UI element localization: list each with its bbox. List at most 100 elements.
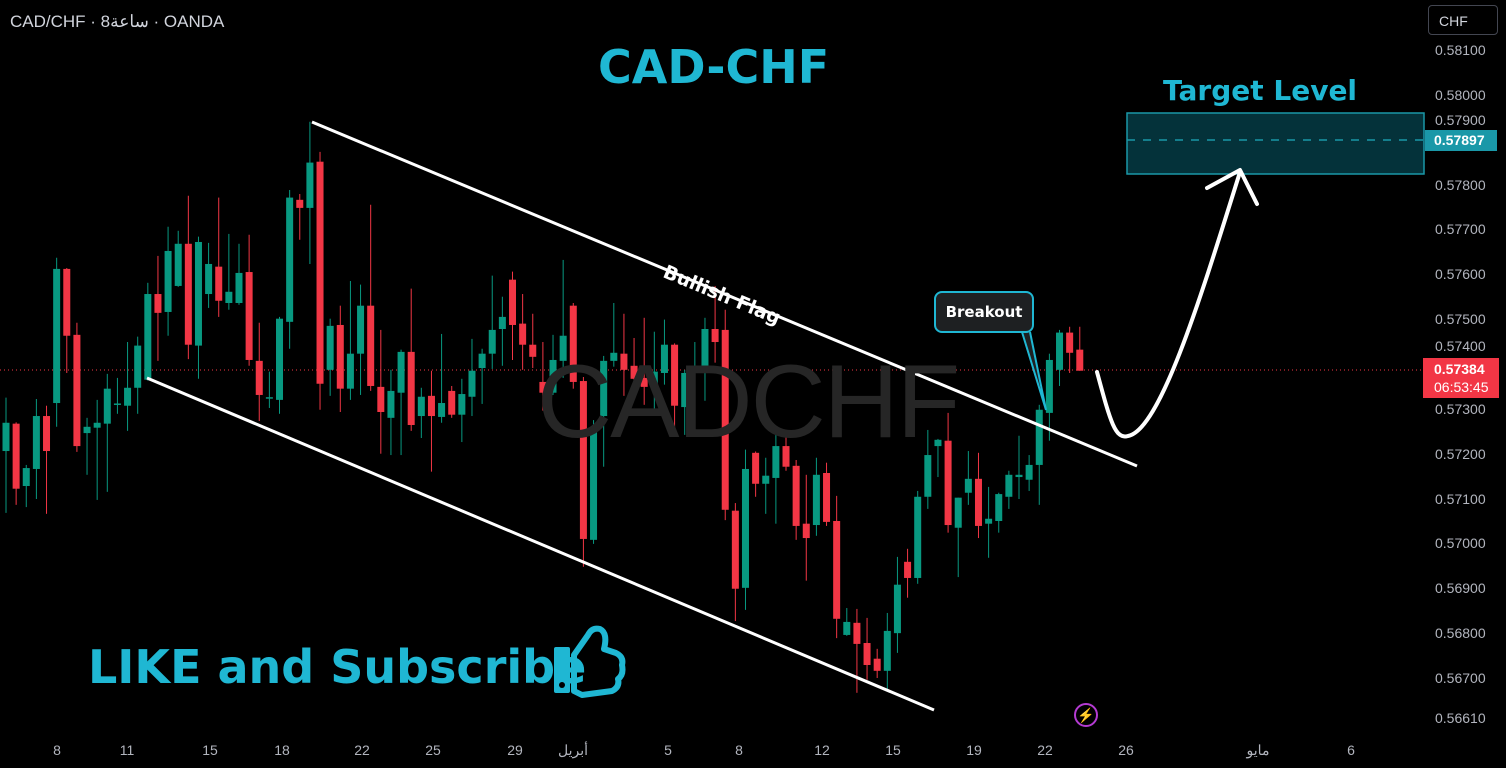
candle-bearish[interactable] xyxy=(579,381,587,539)
candle-bullish[interactable] xyxy=(32,416,40,469)
currency-button[interactable]: CHF xyxy=(1428,5,1498,35)
candle-bullish[interactable] xyxy=(194,241,202,346)
candle-bullish[interactable] xyxy=(660,344,668,373)
projection-arrow[interactable] xyxy=(1095,170,1242,439)
candle-bearish[interactable] xyxy=(1076,349,1084,371)
candle-bearish[interactable] xyxy=(529,344,537,357)
candle-bearish[interactable] xyxy=(620,353,628,370)
candle-bullish[interactable] xyxy=(995,494,1003,521)
candle-bullish[interactable] xyxy=(174,243,182,286)
candle-bearish[interactable] xyxy=(43,416,51,452)
symbol-header[interactable]: CAD/CHF · 8ساعة · OANDA xyxy=(10,12,225,31)
lightning-icon[interactable]: ⚡ xyxy=(1074,703,1098,727)
candle-bullish[interactable] xyxy=(843,621,851,635)
candle-bearish[interactable] xyxy=(255,360,263,395)
candle-bullish[interactable] xyxy=(265,397,273,399)
candle-bearish[interactable] xyxy=(215,266,223,301)
candle-bullish[interactable] xyxy=(2,422,10,452)
candle-bullish[interactable] xyxy=(235,272,243,303)
candle-bullish[interactable] xyxy=(1045,359,1053,413)
candle-bullish[interactable] xyxy=(134,345,142,388)
target-zone[interactable] xyxy=(1126,112,1425,175)
candle-bullish[interactable] xyxy=(741,468,749,588)
candle-bullish[interactable] xyxy=(306,162,314,208)
candle-bearish[interactable] xyxy=(154,294,162,313)
candle-bullish[interactable] xyxy=(124,387,132,406)
candle-bullish[interactable] xyxy=(417,396,425,417)
candle-bearish[interactable] xyxy=(792,465,800,526)
candle-bullish[interactable] xyxy=(164,250,172,312)
candle-bullish[interactable] xyxy=(610,352,618,361)
breakout-callout[interactable]: Breakout xyxy=(934,291,1034,333)
flag-upper-trendline[interactable] xyxy=(311,120,1138,468)
candle-bullish[interactable] xyxy=(924,455,932,497)
candle-bearish[interactable] xyxy=(752,452,760,484)
candle-bullish[interactable] xyxy=(438,403,446,417)
candle-bearish[interactable] xyxy=(296,199,304,208)
candle-bullish[interactable] xyxy=(772,446,780,478)
candle-bullish[interactable] xyxy=(1035,409,1043,465)
candle-bearish[interactable] xyxy=(519,323,527,345)
candle-bullish[interactable] xyxy=(83,426,91,434)
candle-bullish[interactable] xyxy=(934,439,942,447)
candle-bullish[interactable] xyxy=(691,368,699,370)
candle-bullish[interactable] xyxy=(397,351,405,393)
candle-bearish[interactable] xyxy=(569,305,577,382)
candle-bearish[interactable] xyxy=(184,243,192,345)
candle-bullish[interactable] xyxy=(883,630,891,671)
candle-bullish[interactable] xyxy=(276,318,284,400)
candle-bullish[interactable] xyxy=(590,426,598,540)
candle-bearish[interactable] xyxy=(823,473,831,522)
candle-bearish[interactable] xyxy=(944,440,952,526)
candle-bearish[interactable] xyxy=(802,523,810,539)
candle-bearish[interactable] xyxy=(1066,332,1074,353)
candle-bullish[interactable] xyxy=(93,422,101,428)
candle-bullish[interactable] xyxy=(762,475,770,484)
candle-bearish[interactable] xyxy=(539,381,547,393)
candle-bullish[interactable] xyxy=(488,329,496,354)
candle-bullish[interactable] xyxy=(1015,474,1023,478)
candle-bullish[interactable] xyxy=(346,353,354,389)
candle-bullish[interactable] xyxy=(357,305,365,354)
flag-lower-trendline[interactable] xyxy=(146,376,935,712)
candle-bearish[interactable] xyxy=(630,365,638,379)
candle-bearish[interactable] xyxy=(853,622,861,644)
candle-bullish[interactable] xyxy=(964,478,972,493)
candle-bullish[interactable] xyxy=(1056,332,1064,370)
candle-bullish[interactable] xyxy=(559,335,567,361)
candle-bearish[interactable] xyxy=(974,478,982,526)
candle-bullish[interactable] xyxy=(701,329,709,370)
candle-bearish[interactable] xyxy=(448,390,456,415)
candle-bullish[interactable] xyxy=(650,371,658,387)
candle-bullish[interactable] xyxy=(468,370,476,397)
candle-bearish[interactable] xyxy=(427,395,435,417)
candle-bullish[interactable] xyxy=(144,294,152,380)
candle-bullish[interactable] xyxy=(681,372,689,408)
candle-bullish[interactable] xyxy=(954,497,962,528)
candle-bearish[interactable] xyxy=(245,272,253,360)
candle-bullish[interactable] xyxy=(286,197,294,322)
candle-bearish[interactable] xyxy=(711,329,719,343)
candle-bullish[interactable] xyxy=(53,268,61,404)
candle-bullish[interactable] xyxy=(812,474,820,526)
candle-bearish[interactable] xyxy=(640,377,648,387)
candle-bullish[interactable] xyxy=(22,468,30,487)
candle-bullish[interactable] xyxy=(326,325,334,370)
candle-bearish[interactable] xyxy=(63,268,71,336)
candle-bullish[interactable] xyxy=(498,316,506,330)
candle-bearish[interactable] xyxy=(904,561,912,578)
candle-bearish[interactable] xyxy=(367,305,375,386)
candle-bearish[interactable] xyxy=(509,279,516,325)
candle-bullish[interactable] xyxy=(1005,474,1013,497)
candle-bullish[interactable] xyxy=(458,394,466,415)
candle-bearish[interactable] xyxy=(316,161,324,384)
candle-bullish[interactable] xyxy=(1025,464,1033,480)
candle-bullish[interactable] xyxy=(985,518,993,524)
candle-bearish[interactable] xyxy=(863,643,871,665)
candle-bullish[interactable] xyxy=(478,353,486,369)
candle-bearish[interactable] xyxy=(671,344,679,406)
candle-bearish[interactable] xyxy=(336,324,344,389)
candle-bullish[interactable] xyxy=(225,291,233,303)
candle-bearish[interactable] xyxy=(377,386,385,412)
candle-bullish[interactable] xyxy=(103,388,111,424)
